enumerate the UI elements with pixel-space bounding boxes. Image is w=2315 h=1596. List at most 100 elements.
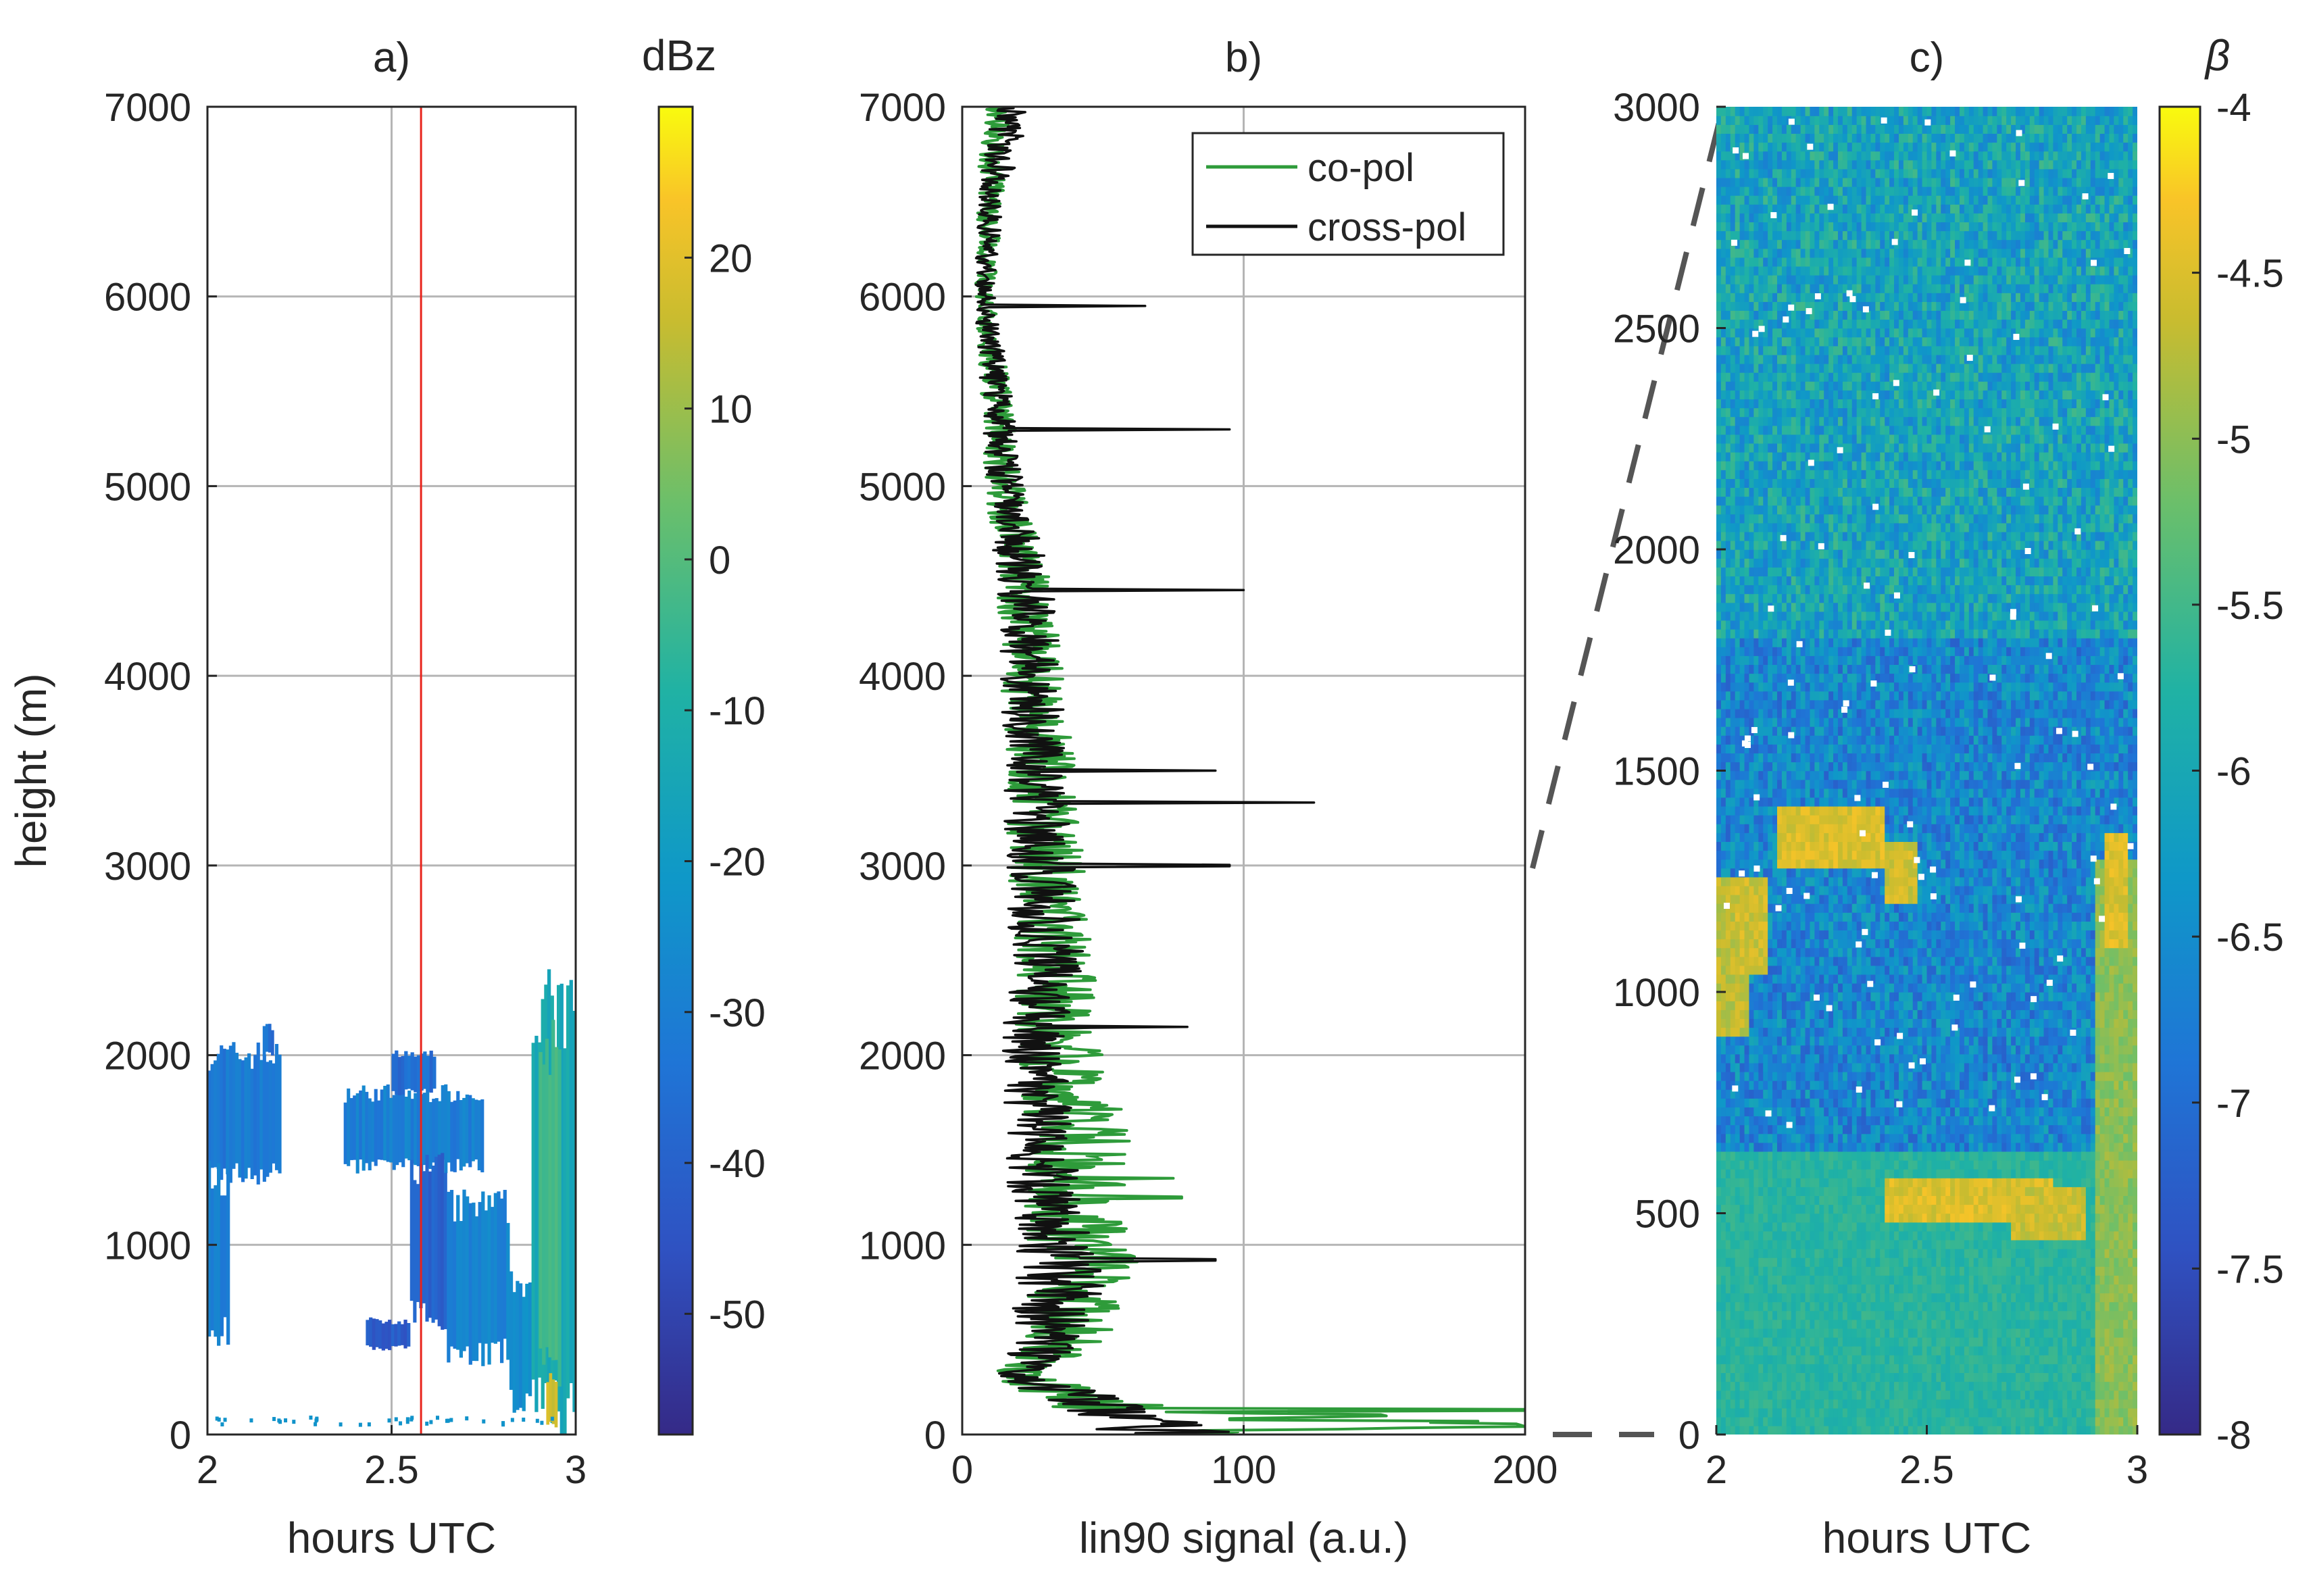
c-heatmap-cell — [2109, 1142, 2115, 1152]
c-heatmap-cell — [2043, 1284, 2049, 1294]
c-heatmap-cell — [2029, 1425, 2035, 1435]
c-heatmap-cell — [1880, 1018, 1885, 1028]
c-heatmap-cell — [1856, 982, 1862, 993]
c-heatmap-cell — [2006, 1222, 2012, 1232]
c-heatmap-cell — [1894, 1293, 1899, 1303]
c-heatmap-cell — [2109, 1390, 2115, 1400]
c-heatmap-cell — [1795, 1151, 1801, 1161]
c-heatmap-cell — [1941, 1080, 1946, 1090]
c-heatmap-cell — [1781, 1213, 1787, 1223]
c-heatmap-cell — [1776, 1195, 1783, 1205]
a-heatmap-cell — [474, 1099, 478, 1159]
c-heatmap-cell — [2114, 1178, 2120, 1187]
c-heatmap-cell — [2001, 1239, 2007, 1249]
c-heatmap-cell — [1889, 1230, 1895, 1241]
c-heatmap-cell — [1791, 1001, 1797, 1010]
c-heatmap-cell — [1894, 1328, 1899, 1338]
c-heatmap-cell — [1795, 1009, 1801, 1019]
c-heatmap-cell — [2006, 1062, 2012, 1072]
c-heatmap-cell — [1885, 974, 1890, 984]
c-heatmap-cell — [2095, 974, 2101, 984]
c-heatmap-cell — [1968, 1036, 1974, 1046]
c-heatmap-cell — [1720, 1062, 1726, 1072]
c-heatmap-cell — [1870, 1204, 1876, 1214]
c-heatmap-cell — [1763, 1098, 1768, 1107]
c-heatmap-cell — [1768, 1071, 1773, 1081]
c-heatmap-cell — [1997, 1187, 2002, 1196]
c-heatmap-cell — [1955, 1027, 1960, 1037]
c-heatmap-cell — [2128, 1239, 2133, 1249]
c-heatmap-cell — [2053, 1187, 2059, 1196]
c-heatmap-cell — [1941, 1018, 1946, 1028]
c-heatmap-cell — [2058, 1045, 2063, 1055]
c-heatmap-cell — [1959, 1036, 1965, 1046]
c-heatmap-cell — [2081, 1098, 2087, 1107]
c-heatmap-cell — [2062, 1195, 2068, 1205]
c-heatmap-cell — [2099, 1116, 2106, 1126]
c-heatmap-cell — [1735, 1266, 1741, 1276]
c-heatmap-cell — [2072, 1284, 2077, 1294]
c-heatmap-cell — [2062, 1310, 2068, 1320]
c-heatmap-cell — [1725, 974, 1731, 984]
c-heatmap-cell — [1880, 1027, 1885, 1037]
c-heatmap-cell — [1758, 1310, 1764, 1320]
a-heatmap-cell — [228, 1045, 232, 1183]
c-heatmap-cell — [1786, 1319, 1792, 1329]
c-heatmap-cell — [2006, 1230, 2012, 1241]
c-heatmap-cell — [2048, 1071, 2054, 1081]
c-heatmap-cell — [2039, 1390, 2045, 1400]
c-heatmap-cell — [1776, 1275, 1783, 1285]
c-heatmap-cell — [1973, 1372, 1979, 1382]
c-heatmap-cell — [2016, 1071, 2021, 1081]
c-heatmap-cell — [2133, 982, 2137, 993]
c-heatmap-cell — [1926, 1319, 1933, 1329]
c-heatmap-cell — [1992, 1169, 1998, 1178]
c-heatmap-cell — [2072, 1053, 2077, 1064]
c-heatmap-cell — [1786, 1425, 1792, 1435]
c-heatmap-cell — [2109, 1372, 2115, 1382]
c-heatmap-cell — [1898, 1151, 1904, 1161]
c-heatmap-cell — [1983, 1151, 1989, 1161]
c-heatmap-cell — [1833, 1248, 1839, 1258]
c-heatmap-cell — [1889, 1089, 1895, 1099]
c-heatmap-cell — [1941, 1204, 1946, 1214]
a-heatmap-speckle — [429, 1420, 433, 1424]
c-heatmap-cell — [1987, 1328, 1993, 1338]
c-heatmap-cell — [2109, 1248, 2115, 1258]
c-heatmap-cell — [1842, 1124, 1848, 1134]
c-heatmap-cell — [1955, 1009, 1960, 1019]
a-heatmap-cell — [426, 1055, 430, 1092]
c-heatmap-cell — [1763, 1328, 1768, 1338]
a-xlabel: hours UTC — [287, 1514, 496, 1562]
c-heatmap-cell — [1814, 1107, 1820, 1117]
c-heatmap-cell — [2095, 1390, 2101, 1400]
c-heatmap-cell — [1941, 1248, 1946, 1258]
c-heatmap-cell — [1842, 1071, 1848, 1081]
a-heatmap-cell — [210, 1064, 214, 1168]
c-heatmap-cell — [2048, 1187, 2054, 1196]
c-heatmap-cell — [1800, 1204, 1806, 1214]
c-heatmap-cell — [1997, 1027, 2002, 1037]
c-heatmap-cell — [1945, 1364, 1951, 1373]
a-heatmap-speckle — [501, 1422, 505, 1427]
c-heatmap-cell — [1936, 1372, 1941, 1382]
c-heatmap-cell — [2039, 1107, 2045, 1117]
c-heatmap-cell — [2053, 1381, 2059, 1391]
c-heatmap-cell — [1795, 1222, 1801, 1232]
c-heatmap-cell — [1894, 1346, 1899, 1355]
c-heatmap-cell — [1739, 992, 1745, 1001]
c-heatmap-cell — [1795, 1310, 1801, 1320]
c-heatmap-cell — [1978, 1169, 1984, 1178]
c-heatmap-cell — [1880, 1355, 1885, 1364]
c-heatmap-cell — [2016, 1310, 2021, 1320]
c-heatmap-cell — [1735, 1364, 1741, 1373]
c-heatmap-cell — [1922, 1284, 1928, 1294]
c-heatmap-cell — [1842, 1169, 1848, 1178]
c-heatmap-cell — [1922, 1346, 1928, 1355]
c-heatmap-cell — [2085, 1222, 2091, 1232]
c-heatmap-cell — [1856, 1355, 1862, 1364]
c-heatmap-cell — [1828, 1124, 1834, 1134]
c-heatmap-cell — [1941, 1045, 1946, 1055]
c-heatmap-cell — [2123, 1027, 2129, 1037]
c-heatmap-cell — [1758, 1381, 1764, 1391]
